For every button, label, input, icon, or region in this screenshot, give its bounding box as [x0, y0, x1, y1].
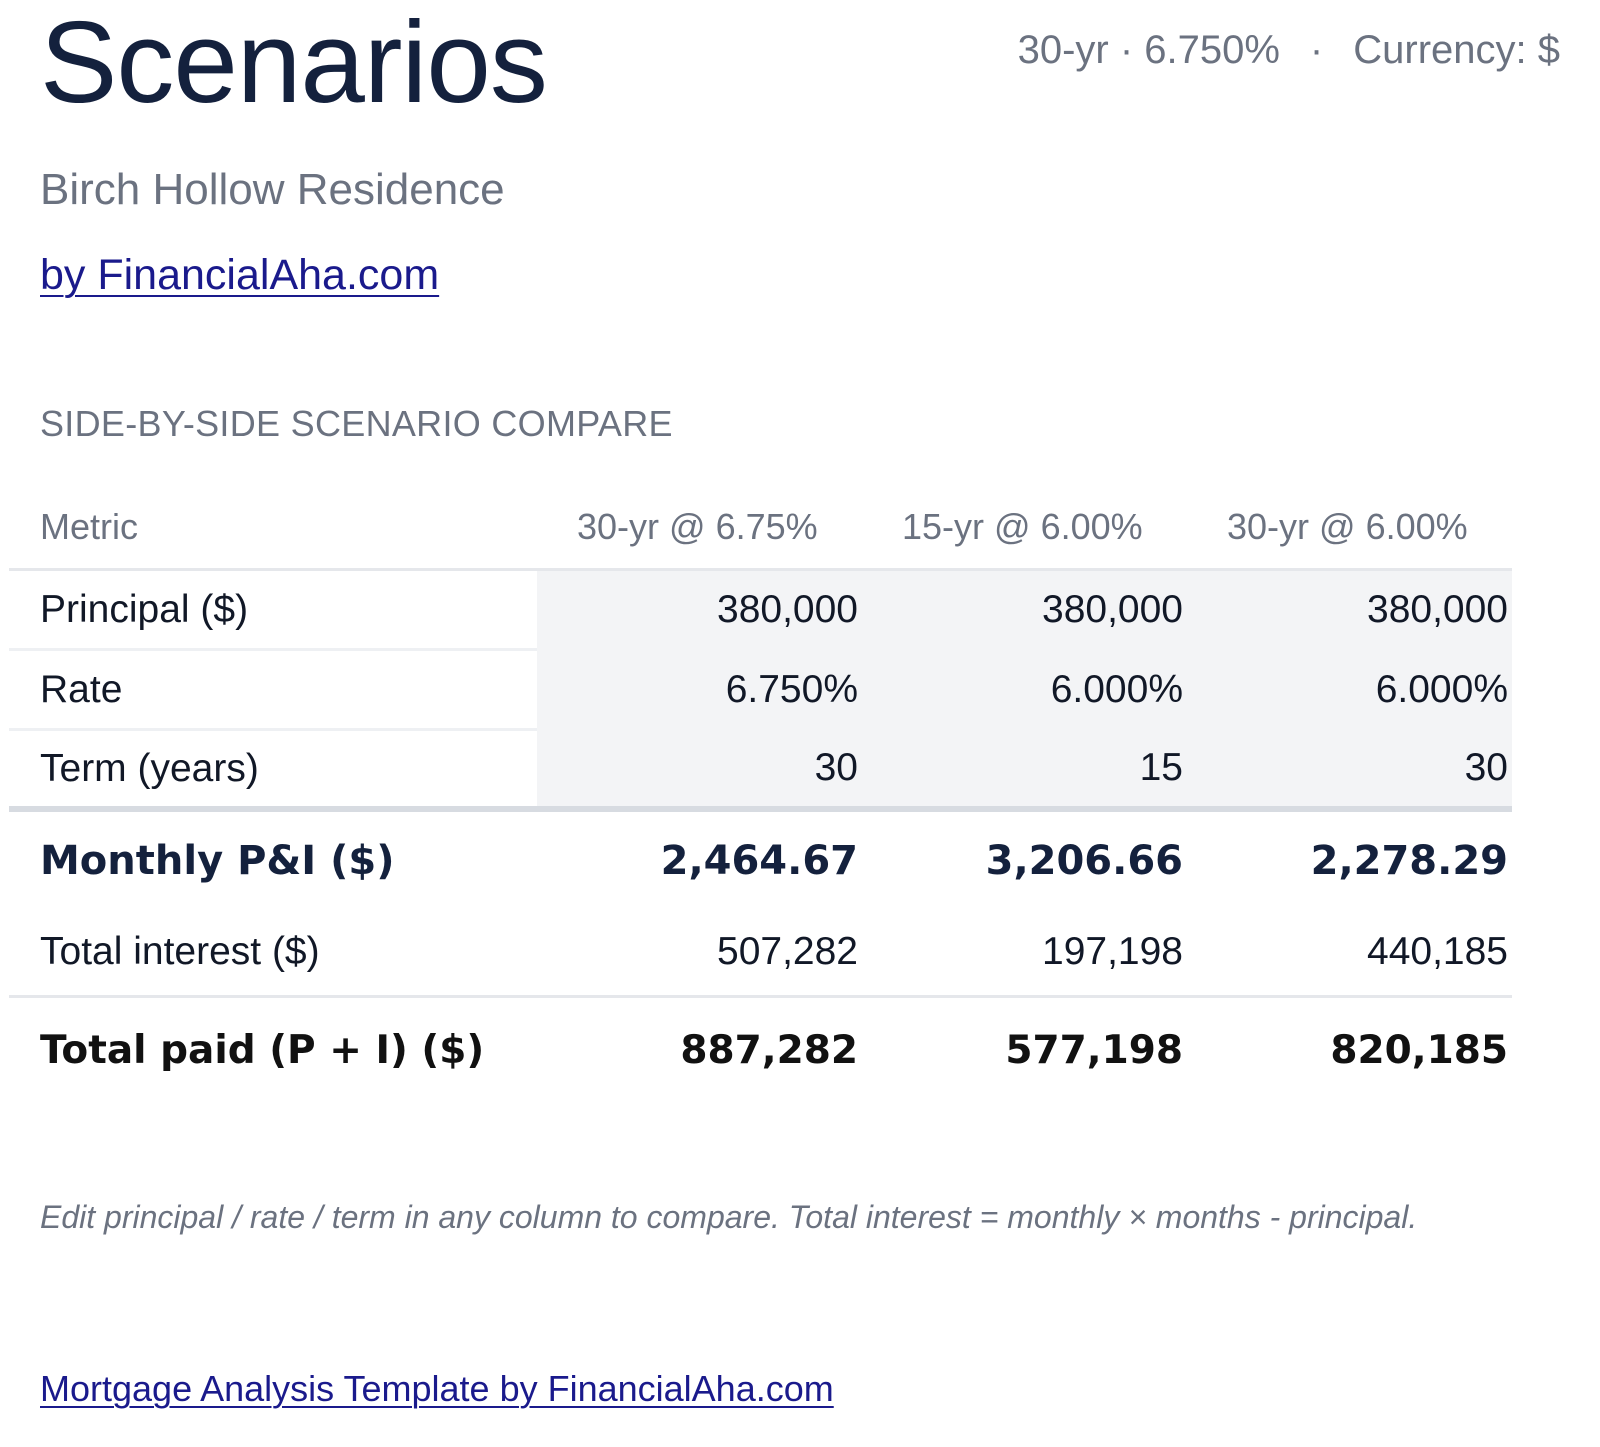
monthly-payment-scenario-3: 2,278.29	[1310, 837, 1508, 884]
row-label: Monthly P&I ($)	[40, 837, 395, 884]
term-input-scenario-2[interactable]: 15	[862, 729, 1187, 812]
term-input-scenario-1[interactable]: 30	[537, 729, 862, 812]
row-label: Term (years)	[9, 729, 537, 812]
column-header-scenario-3: 30-yr @ 6.00%	[1187, 486, 1512, 571]
table-row-term: Term (years) 30 15 30	[9, 729, 1512, 812]
page-title: Scenarios	[40, 0, 548, 127]
total-paid-scenario-3: 820,185	[1330, 1028, 1508, 1073]
currency-label: Currency: $	[1353, 28, 1560, 72]
footer-link[interactable]: Mortgage Analysis Template by FinancialA…	[40, 1368, 834, 1409]
total-interest-scenario-2: 197,198	[862, 909, 1187, 998]
section-title: SIDE-BY-SIDE SCENARIO COMPARE	[40, 403, 673, 444]
loan-summary: 30-yr · 6.750%	[1017, 28, 1280, 72]
total-interest-scenario-1: 507,282	[537, 909, 862, 998]
total-interest-scenario-3: 440,185	[1187, 909, 1512, 998]
term-input-scenario-3[interactable]: 30	[1187, 729, 1512, 812]
rate-input-scenario-3[interactable]: 6.000%	[1187, 649, 1512, 730]
table-row-monthly-payment: Monthly P&I ($) 2,464.67 3,206.66 2,278.…	[9, 809, 1512, 909]
total-paid-scenario-1: 887,282	[680, 1028, 858, 1073]
scenario-compare-table: Metric 30-yr @ 6.75% 15-yr @ 6.00% 30-yr…	[9, 486, 1512, 1103]
row-label: Rate	[9, 649, 537, 731]
row-label: Total interest ($)	[9, 909, 537, 998]
total-paid-scenario-2: 577,198	[1005, 1028, 1183, 1073]
meta-separator: ·	[1309, 28, 1324, 72]
monthly-payment-scenario-1: 2,464.67	[660, 837, 858, 884]
row-label: Principal ($)	[9, 569, 537, 651]
rate-input-scenario-2[interactable]: 6.000%	[862, 649, 1187, 730]
property-name: Birch Hollow Residence	[40, 165, 505, 214]
header-meta: 30-yr · 6.750% · Currency: $	[1018, 28, 1560, 72]
column-header-scenario-2: 15-yr @ 6.00%	[862, 486, 1187, 571]
principal-input-scenario-2[interactable]: 380,000	[862, 569, 1187, 650]
principal-input-scenario-3[interactable]: 380,000	[1187, 569, 1512, 650]
column-header-metric: Metric	[9, 486, 537, 571]
table-row-principal: Principal ($) 380,000 380,000 380,000	[9, 569, 1512, 651]
instruction-note: Edit principal / rate / term in any colu…	[40, 1199, 1418, 1235]
row-label: Total paid (P + I) ($)	[40, 1028, 485, 1073]
byline-link[interactable]: by FinancialAha.com	[40, 251, 440, 299]
table-row-total-paid: Total paid (P + I) ($) 887,282 577,198 8…	[9, 997, 1512, 1104]
rate-input-scenario-1[interactable]: 6.750%	[537, 649, 862, 730]
table-row-rate: Rate 6.750% 6.000% 6.000%	[9, 649, 1512, 731]
table-row-total-interest: Total interest ($) 507,282 197,198 440,1…	[9, 909, 1512, 998]
monthly-payment-scenario-2: 3,206.66	[985, 837, 1183, 884]
column-header-scenario-1: 30-yr @ 6.75%	[537, 486, 862, 571]
table-header-row: Metric 30-yr @ 6.75% 15-yr @ 6.00% 30-yr…	[9, 486, 1512, 571]
principal-input-scenario-1[interactable]: 380,000	[537, 569, 862, 650]
